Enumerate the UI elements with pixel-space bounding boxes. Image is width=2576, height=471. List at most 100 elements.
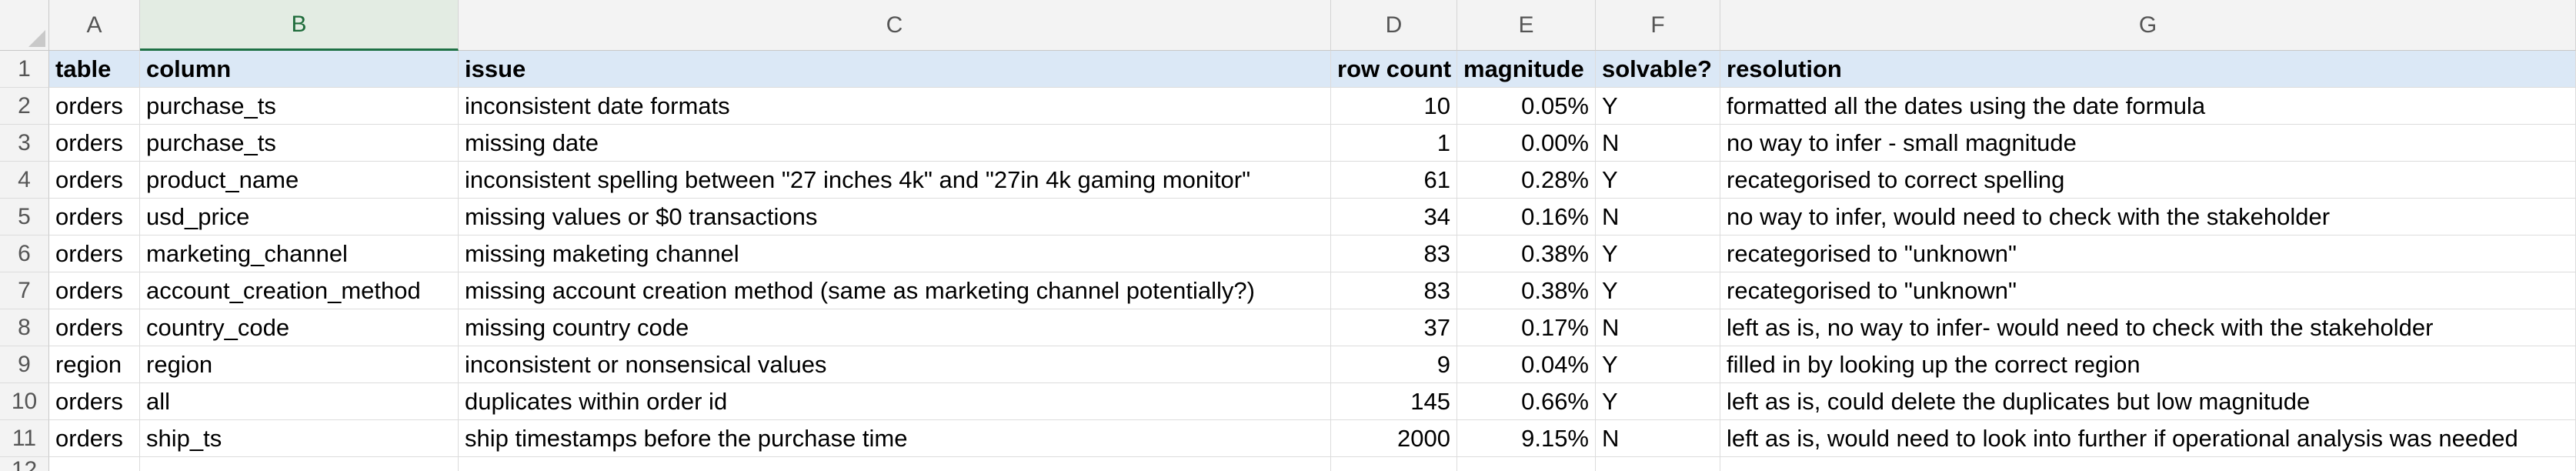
- cell-column[interactable]: country_code: [140, 309, 459, 346]
- cell-magnitude[interactable]: 0.17%: [1457, 309, 1596, 346]
- cell-solvable[interactable]: Y: [1596, 236, 1720, 272]
- cell-magnitude[interactable]: 0.05%: [1457, 88, 1596, 125]
- cell-resolution[interactable]: formatted all the dates using the date f…: [1720, 88, 2576, 125]
- header-cell-resolution[interactable]: resolution: [1720, 51, 2576, 88]
- column-header-b[interactable]: B: [140, 0, 459, 51]
- cell-resolution[interactable]: no way to infer, would need to check wit…: [1720, 199, 2576, 236]
- cell-magnitude[interactable]: 0.28%: [1457, 162, 1596, 199]
- cell-row-count[interactable]: 145: [1331, 383, 1457, 420]
- cell-column[interactable]: product_name: [140, 162, 459, 199]
- cell-table[interactable]: orders: [49, 383, 140, 420]
- row-header-4[interactable]: 4: [0, 162, 49, 199]
- cell-magnitude[interactable]: 0.38%: [1457, 236, 1596, 272]
- cell-table[interactable]: orders: [49, 199, 140, 236]
- cell-solvable[interactable]: Y: [1596, 346, 1720, 383]
- row-header-7[interactable]: 7: [0, 272, 49, 309]
- empty-cell[interactable]: [1596, 457, 1720, 471]
- cell-solvable[interactable]: N: [1596, 125, 1720, 162]
- cell-table[interactable]: orders: [49, 309, 140, 346]
- empty-cell[interactable]: [1331, 457, 1457, 471]
- cell-table[interactable]: orders: [49, 272, 140, 309]
- header-cell-issue[interactable]: issue: [459, 51, 1331, 88]
- cell-solvable[interactable]: N: [1596, 199, 1720, 236]
- cell-resolution[interactable]: left as is, would need to look into furt…: [1720, 420, 2576, 457]
- cell-row-count[interactable]: 83: [1331, 236, 1457, 272]
- cell-column[interactable]: purchase_ts: [140, 125, 459, 162]
- header-cell-solvable[interactable]: solvable?: [1596, 51, 1720, 88]
- cell-issue[interactable]: missing country code: [459, 309, 1331, 346]
- cell-row-count[interactable]: 37: [1331, 309, 1457, 346]
- empty-cell[interactable]: [1720, 457, 2576, 471]
- cell-row-count[interactable]: 61: [1331, 162, 1457, 199]
- column-header-f[interactable]: F: [1596, 0, 1720, 51]
- cell-resolution[interactable]: recategorised to "unknown": [1720, 236, 2576, 272]
- row-header-12[interactable]: 12: [0, 457, 49, 471]
- column-header-a[interactable]: A: [49, 0, 140, 51]
- cell-table[interactable]: orders: [49, 88, 140, 125]
- cell-issue[interactable]: missing maketing channel: [459, 236, 1331, 272]
- select-all-corner[interactable]: [0, 0, 49, 51]
- cell-solvable[interactable]: Y: [1596, 88, 1720, 125]
- empty-cell[interactable]: [140, 457, 459, 471]
- cell-row-count[interactable]: 2000: [1331, 420, 1457, 457]
- cell-column[interactable]: marketing_channel: [140, 236, 459, 272]
- cell-row-count[interactable]: 10: [1331, 88, 1457, 125]
- cell-row-count[interactable]: 1: [1331, 125, 1457, 162]
- cell-resolution[interactable]: recategorised to correct spelling: [1720, 162, 2576, 199]
- cell-table[interactable]: region: [49, 346, 140, 383]
- cell-row-count[interactable]: 83: [1331, 272, 1457, 309]
- cell-resolution[interactable]: no way to infer - small magnitude: [1720, 125, 2576, 162]
- row-header-2[interactable]: 2: [0, 88, 49, 125]
- column-header-d[interactable]: D: [1331, 0, 1457, 51]
- cell-issue[interactable]: duplicates within order id: [459, 383, 1331, 420]
- header-cell-row-count[interactable]: row count: [1331, 51, 1457, 88]
- cell-issue[interactable]: inconsistent date formats: [459, 88, 1331, 125]
- header-cell-column[interactable]: column: [140, 51, 459, 88]
- cell-resolution[interactable]: filled in by looking up the correct regi…: [1720, 346, 2576, 383]
- cell-column[interactable]: purchase_ts: [140, 88, 459, 125]
- empty-cell[interactable]: [49, 457, 140, 471]
- cell-column[interactable]: all: [140, 383, 459, 420]
- header-cell-magnitude[interactable]: magnitude: [1457, 51, 1596, 88]
- cell-column[interactable]: region: [140, 346, 459, 383]
- row-header-9[interactable]: 9: [0, 346, 49, 383]
- cell-magnitude[interactable]: 0.00%: [1457, 125, 1596, 162]
- header-cell-table[interactable]: table: [49, 51, 140, 88]
- row-header-1[interactable]: 1: [0, 51, 49, 88]
- cell-row-count[interactable]: 9: [1331, 346, 1457, 383]
- cell-issue[interactable]: missing values or $0 transactions: [459, 199, 1331, 236]
- cell-solvable[interactable]: Y: [1596, 272, 1720, 309]
- column-header-e[interactable]: E: [1457, 0, 1596, 51]
- row-header-11[interactable]: 11: [0, 420, 49, 457]
- row-header-6[interactable]: 6: [0, 236, 49, 272]
- column-header-c[interactable]: C: [459, 0, 1331, 51]
- row-header-10[interactable]: 10: [0, 383, 49, 420]
- column-header-g[interactable]: G: [1720, 0, 2576, 51]
- cell-column[interactable]: account_creation_method: [140, 272, 459, 309]
- cell-issue[interactable]: inconsistent spelling between "27 inches…: [459, 162, 1331, 199]
- cell-resolution[interactable]: left as is, no way to infer- would need …: [1720, 309, 2576, 346]
- cell-issue[interactable]: missing date: [459, 125, 1331, 162]
- row-header-5[interactable]: 5: [0, 199, 49, 236]
- empty-cell[interactable]: [459, 457, 1331, 471]
- cell-row-count[interactable]: 34: [1331, 199, 1457, 236]
- cell-solvable[interactable]: N: [1596, 420, 1720, 457]
- cell-resolution[interactable]: recategorised to "unknown": [1720, 272, 2576, 309]
- cell-table[interactable]: orders: [49, 162, 140, 199]
- cell-issue[interactable]: missing account creation method (same as…: [459, 272, 1331, 309]
- cell-issue[interactable]: inconsistent or nonsensical values: [459, 346, 1331, 383]
- cell-magnitude[interactable]: 9.15%: [1457, 420, 1596, 457]
- cell-magnitude[interactable]: 0.66%: [1457, 383, 1596, 420]
- row-header-3[interactable]: 3: [0, 125, 49, 162]
- cell-magnitude[interactable]: 0.38%: [1457, 272, 1596, 309]
- cell-table[interactable]: orders: [49, 125, 140, 162]
- cell-table[interactable]: orders: [49, 420, 140, 457]
- cell-magnitude[interactable]: 0.04%: [1457, 346, 1596, 383]
- cell-solvable[interactable]: Y: [1596, 383, 1720, 420]
- cell-magnitude[interactable]: 0.16%: [1457, 199, 1596, 236]
- cell-solvable[interactable]: Y: [1596, 162, 1720, 199]
- cell-resolution[interactable]: left as is, could delete the duplicates …: [1720, 383, 2576, 420]
- cell-column[interactable]: ship_ts: [140, 420, 459, 457]
- cell-table[interactable]: orders: [49, 236, 140, 272]
- cell-issue[interactable]: ship timestamps before the purchase time: [459, 420, 1331, 457]
